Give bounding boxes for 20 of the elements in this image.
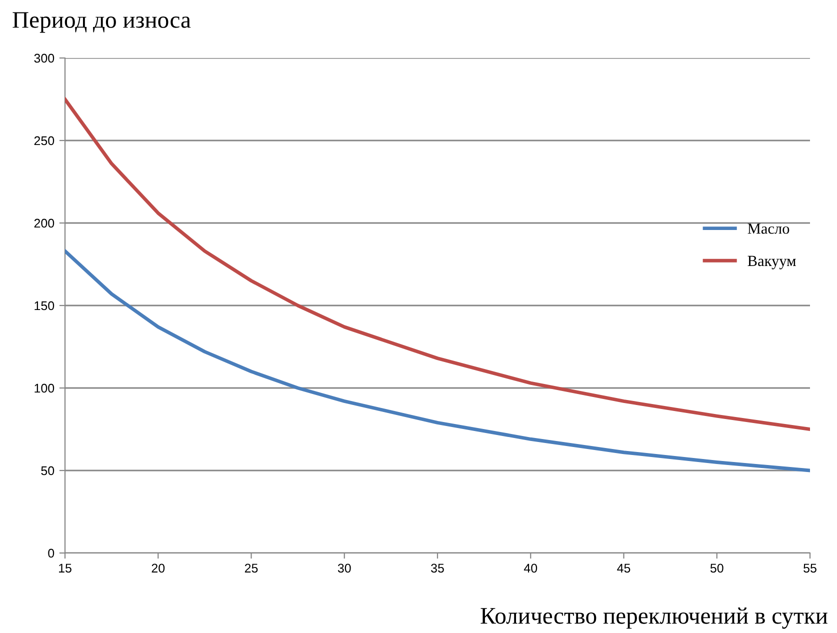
y-tick-label: 100 xyxy=(34,384,54,393)
y-tick-label: 150 xyxy=(34,301,54,310)
x-tick-label: 25 xyxy=(244,564,258,573)
x-tick-label: 45 xyxy=(617,564,630,573)
legend-label: Вакуум xyxy=(748,256,796,270)
x-tick-label: 55 xyxy=(804,564,816,573)
x-tick-label: 30 xyxy=(338,564,351,573)
x-axis-title: Количество переключений в сутки xyxy=(480,607,828,629)
x-tick-label: 50 xyxy=(710,564,724,573)
y-tick-label: 250 xyxy=(34,136,54,146)
y-tick-label: 50 xyxy=(41,466,54,476)
x-tick-label: 35 xyxy=(431,564,444,573)
x-tick-label: 40 xyxy=(524,564,538,573)
y-tick-label: 200 xyxy=(34,218,54,228)
legend-label: Масло xyxy=(748,224,790,234)
y-tick-label: 0 xyxy=(48,548,54,558)
chart-title: Период до износа xyxy=(12,12,191,33)
x-tick-label: 20 xyxy=(152,564,165,573)
x-tick-label: 15 xyxy=(59,564,72,573)
y-tick-label: 300 xyxy=(34,54,54,63)
